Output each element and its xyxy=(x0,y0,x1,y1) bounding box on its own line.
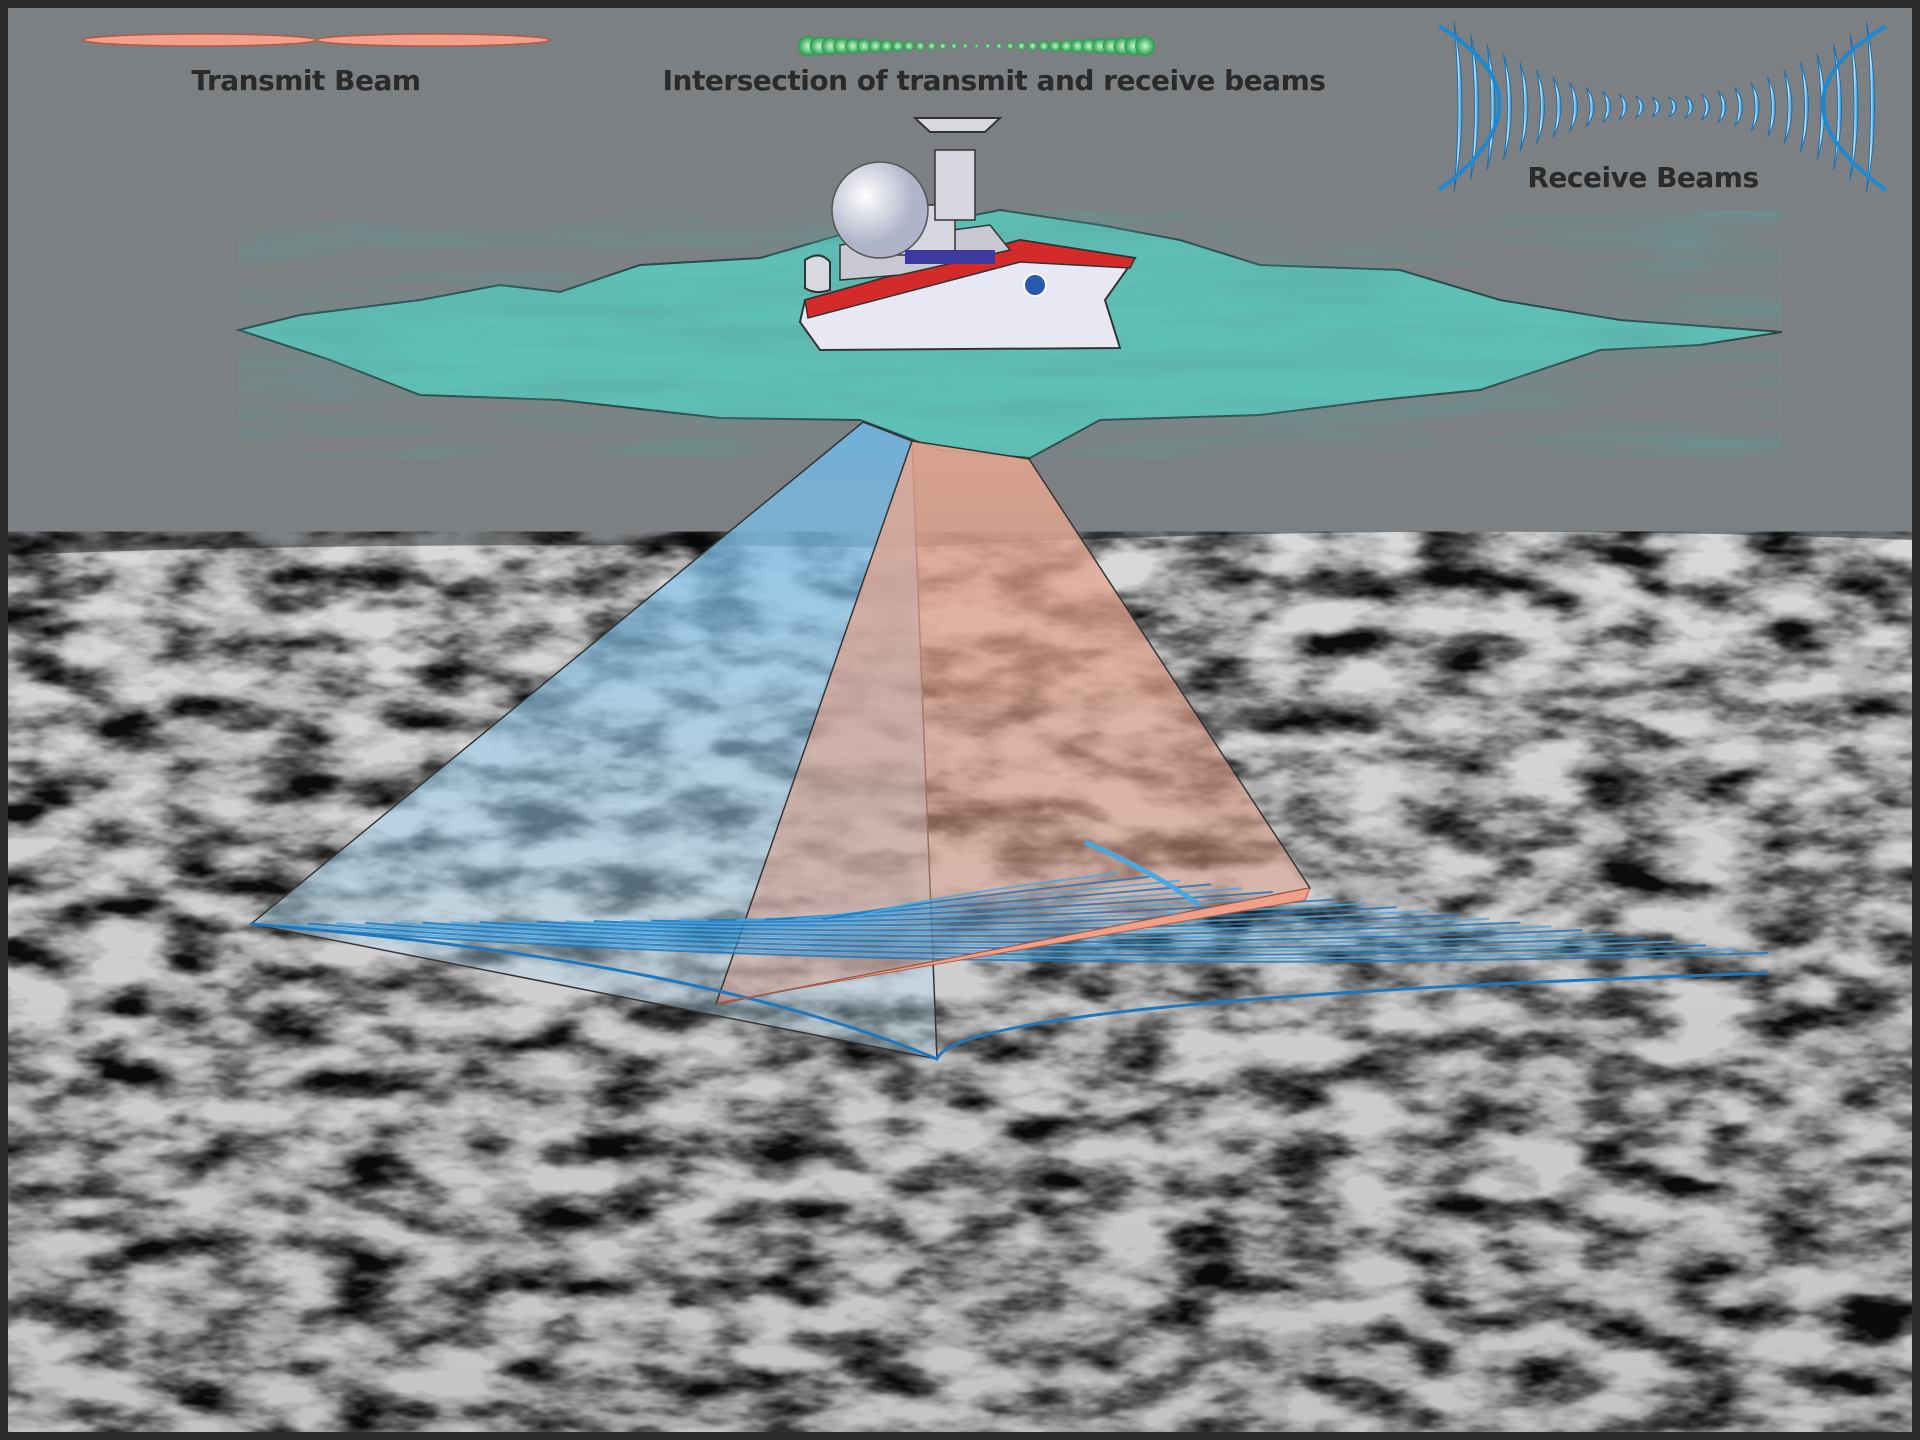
swath-beam xyxy=(850,872,1119,920)
transmit-footprint xyxy=(715,887,1311,1005)
emblem xyxy=(1023,273,1047,297)
receive-beam xyxy=(1585,86,1595,128)
dot xyxy=(962,43,968,49)
receive-beam xyxy=(1866,21,1875,193)
dot xyxy=(1028,41,1038,51)
swath-beam xyxy=(508,917,1490,935)
receive-beam xyxy=(1833,43,1842,171)
dot xyxy=(939,42,947,50)
receive-beam xyxy=(1453,21,1463,193)
swath-beam xyxy=(793,879,1180,921)
dot xyxy=(903,40,915,52)
dot xyxy=(974,44,979,48)
swath-beam xyxy=(279,922,1738,960)
receive-beam xyxy=(1816,53,1826,161)
dish xyxy=(804,254,831,294)
dot xyxy=(915,41,925,51)
transmit-beam-icon xyxy=(82,33,318,47)
swath-beam xyxy=(536,913,1459,932)
receive-beam xyxy=(1767,76,1776,138)
receive-beam xyxy=(1684,95,1694,119)
dot xyxy=(985,43,991,49)
dot xyxy=(1060,39,1073,53)
dot xyxy=(1017,41,1026,51)
dot xyxy=(1135,36,1155,56)
dot xyxy=(927,41,936,51)
swath-beam xyxy=(450,921,1552,940)
dot xyxy=(1070,39,1085,53)
dot xyxy=(880,39,893,53)
hull-stripe xyxy=(804,239,1137,319)
receive-beam xyxy=(1536,69,1545,145)
receive-beam xyxy=(1519,62,1529,152)
transmit-beam-label: Transmit Beam xyxy=(191,64,420,97)
swath-beam xyxy=(308,922,1707,956)
receive-beam xyxy=(1651,96,1661,118)
dot xyxy=(1049,40,1061,52)
dot xyxy=(845,38,861,54)
receive-beam xyxy=(1783,69,1793,145)
swath-beam xyxy=(393,921,1614,947)
swath-beam xyxy=(479,921,1521,937)
receive-beam xyxy=(1470,33,1479,181)
swath-beam xyxy=(336,922,1676,953)
receive-beam xyxy=(1750,82,1760,132)
swath-beam xyxy=(365,922,1645,950)
swath-beam xyxy=(565,910,1428,929)
swath-beam xyxy=(422,921,1583,943)
receive-beam xyxy=(1569,82,1578,132)
transmit-beam-icon xyxy=(315,33,551,47)
swath-beam xyxy=(593,906,1397,927)
dot xyxy=(856,38,872,54)
receive-beam xyxy=(1552,76,1562,138)
receive-beam-swath xyxy=(250,839,1769,1061)
windows xyxy=(905,250,995,264)
receive-beam xyxy=(1800,62,1809,152)
intersection-label: Intersection of transmit and receive bea… xyxy=(663,64,1326,97)
dot xyxy=(868,39,883,53)
receive-beam xyxy=(1602,90,1611,124)
dot xyxy=(995,42,1003,50)
receive-beams-label: Receive Beams xyxy=(1527,161,1758,194)
receive-beam xyxy=(1503,53,1512,161)
swath-beam xyxy=(765,883,1211,921)
receive-beam xyxy=(1635,95,1644,119)
swath-edge xyxy=(250,922,1769,1061)
receive-beam xyxy=(1618,93,1628,121)
dot xyxy=(892,40,904,52)
swath-tip xyxy=(1084,839,1202,908)
dot xyxy=(1038,40,1050,52)
dot xyxy=(833,37,851,55)
dot xyxy=(1081,38,1097,54)
dish xyxy=(912,117,1003,133)
receive-beams-icon xyxy=(1437,21,1888,193)
receive-beam xyxy=(1717,90,1727,124)
radome xyxy=(831,161,929,259)
dot xyxy=(950,42,958,50)
receive-beam xyxy=(1849,33,1859,181)
receive-beam xyxy=(1734,86,1743,128)
ship xyxy=(798,117,1137,352)
dot xyxy=(1006,42,1014,50)
swath-beam xyxy=(822,875,1150,921)
intersection-icon xyxy=(798,36,1155,56)
receive-beam-tip xyxy=(1437,24,1502,192)
mast xyxy=(934,149,976,221)
receive-beam-tip xyxy=(1821,24,1888,192)
receive-beam xyxy=(1668,96,1677,118)
receive-beam xyxy=(1701,93,1710,121)
